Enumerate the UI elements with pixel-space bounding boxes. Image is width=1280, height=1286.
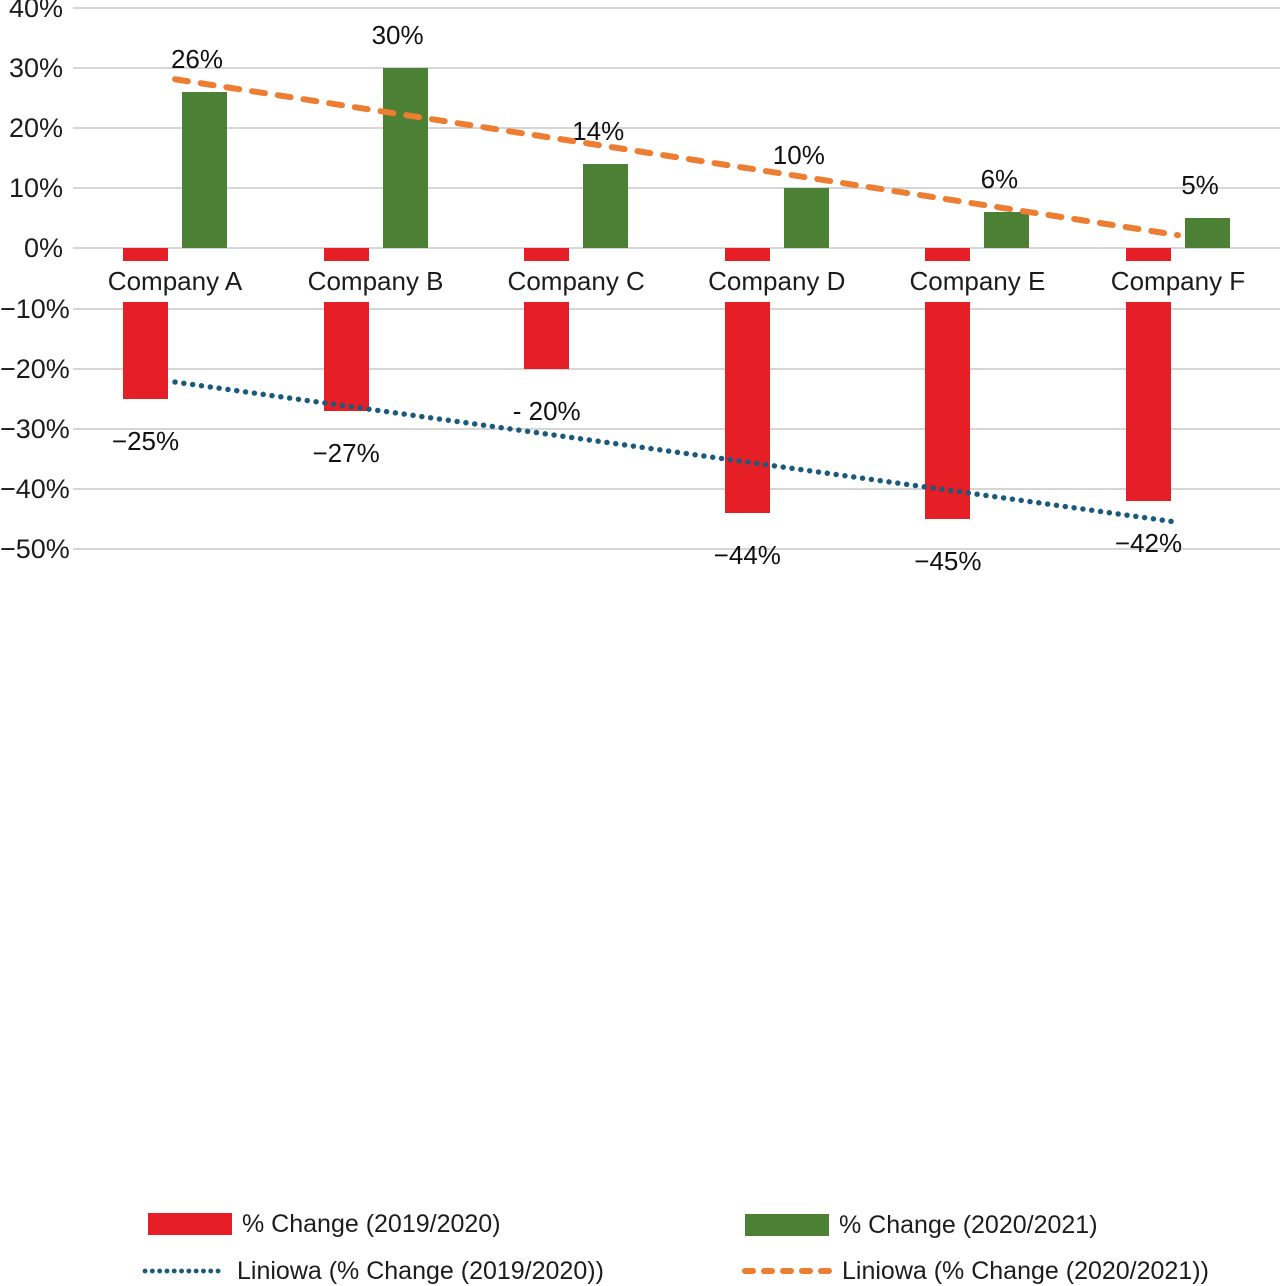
legend-item-trend-2019-2020: Liniowa (% Change (2019/2020)) (142, 1256, 604, 1286)
data-label-green: 5% (1181, 170, 1219, 201)
data-label-red: −42% (1114, 528, 1183, 559)
red-bar-swatch (148, 1213, 232, 1235)
data-label-green: 10% (772, 140, 825, 171)
gridline (73, 488, 1280, 491)
data-label-green: 26% (170, 43, 224, 74)
gridline (73, 127, 1280, 129)
bar-change-2020-2021 (1185, 218, 1230, 249)
dashed-line-swatch (742, 1268, 833, 1274)
y-axis-tick-label: −30% (0, 414, 70, 444)
bar-change-2020-2021 (783, 188, 829, 249)
y-axis-tick-label: −40% (0, 474, 70, 505)
y-axis-tick-label: 30% (8, 52, 63, 83)
dotted-line-swatch (142, 1268, 228, 1274)
y-axis-tick-label: 20% (8, 113, 63, 143)
gridline (73, 187, 1280, 190)
gridline (73, 6, 1280, 9)
data-label-green: 30% (371, 19, 424, 50)
category-label: Company F (1098, 261, 1258, 302)
category-label: Company A (95, 261, 255, 302)
data-label-red: - 20% (512, 395, 581, 426)
gridline (73, 307, 1280, 310)
legend-item-change-2020-2021: % Change (2020/2021) (745, 1210, 1098, 1240)
bar-change-2020-2021 (984, 212, 1030, 249)
legend-label: Liniowa (% Change (2019/2020)) (237, 1256, 604, 1285)
data-label-red: −25% (111, 425, 180, 456)
gridline (73, 66, 1280, 69)
y-axis-tick-label: −50% (0, 534, 70, 565)
green-bar-swatch (745, 1214, 829, 1236)
category-label: Company E (897, 261, 1058, 302)
bar-change-2020-2021 (583, 164, 629, 249)
legend-label: Liniowa (% Change (2020/2021)) (842, 1256, 1209, 1285)
y-axis-tick-label: −20% (0, 353, 70, 384)
gridline (73, 428, 1280, 430)
y-axis-tick-label: 0% (23, 233, 63, 264)
legend-label: % Change (2020/2021) (839, 1210, 1098, 1239)
data-label-red: −27% (312, 437, 380, 468)
category-label: Company D (696, 261, 858, 302)
bar-change-2020-2021 (382, 67, 428, 249)
data-label-green: 14% (572, 116, 625, 147)
y-axis-tick-label: 40% (8, 0, 63, 23)
legend-item-trend-2020-2021: Liniowa (% Change (2020/2021)) (742, 1256, 1209, 1286)
gridline (73, 548, 1280, 551)
plot-area: 40% 30% 20% 10% 0% −10% −20% −30% −40% −50% Compan… (0, 0, 1280, 600)
legend-item-change-2019-2020: % Change (2019/2020) (148, 1209, 501, 1239)
data-label-red: −44% (713, 540, 781, 571)
data-label-green: 6% (980, 164, 1019, 195)
chart-legend: % Change (2019/2020) Liniowa (% Change (… (0, 600, 1280, 1285)
gridline (73, 247, 1280, 250)
category-label: Company B (295, 261, 456, 302)
gridline (73, 367, 1280, 370)
y-axis-tick-label: −10% (0, 293, 70, 324)
y-axis-tick-label: 10% (8, 173, 63, 204)
legend-label: % Change (2019/2020) (242, 1209, 501, 1238)
category-label: Company C (495, 261, 657, 302)
data-label-red: −45% (914, 546, 982, 577)
bar-change-2020-2021 (182, 91, 227, 249)
